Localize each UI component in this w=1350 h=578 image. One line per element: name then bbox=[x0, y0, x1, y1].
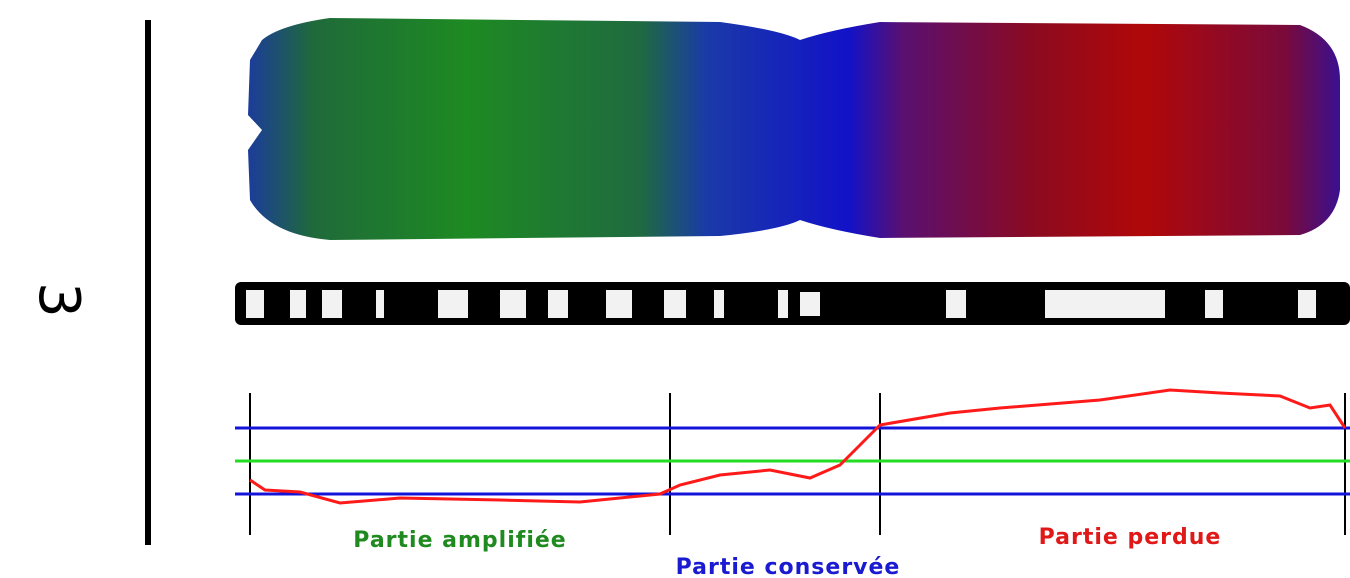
chromosome-image bbox=[248, 18, 1340, 240]
amplified-label: Partie amplifiée bbox=[353, 528, 566, 553]
cgh-figure: 3 Partie amplifiée Partie conservée Part… bbox=[0, 0, 1350, 578]
lost-label: Partie perdue bbox=[1039, 525, 1222, 550]
conserved-label: Partie conservée bbox=[676, 555, 901, 578]
profile-plot bbox=[235, 390, 1350, 535]
chromosome-number: 3 bbox=[26, 282, 91, 318]
ideogram bbox=[235, 282, 1350, 325]
